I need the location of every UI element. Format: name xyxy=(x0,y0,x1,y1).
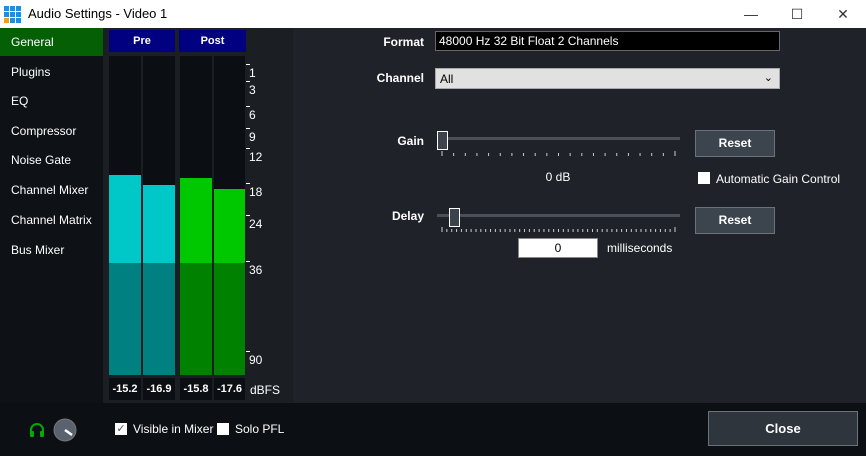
meter-fill-high xyxy=(180,178,212,263)
meter-fill-low xyxy=(214,263,245,375)
level-meter-bar xyxy=(180,56,212,375)
delay-unit: milliseconds xyxy=(607,241,673,255)
meter-fill-high xyxy=(214,188,245,263)
gain-label: Gain xyxy=(397,134,424,148)
meter-value: -16.9 xyxy=(143,378,175,400)
minimize-button[interactable]: — xyxy=(744,6,758,22)
pre-header: Pre xyxy=(109,30,175,52)
meter-fill-low xyxy=(109,263,141,375)
meter-unit: dBFS xyxy=(250,383,281,397)
meter-fill-low xyxy=(180,263,212,375)
delay-input[interactable]: 0 xyxy=(518,238,598,258)
sidebar-item-channel-matrix[interactable]: Channel Matrix xyxy=(11,213,92,227)
title-bar: Audio Settings - Video 1 — ☐ ✕ xyxy=(0,0,866,28)
scale-label: 90 xyxy=(245,351,263,367)
meter-fill-low xyxy=(143,263,175,375)
format-field: 48000 Hz 32 Bit Float 2 Channels xyxy=(435,31,780,51)
sidebar-item-compressor[interactable]: Compressor xyxy=(11,124,77,138)
agc-checkbox[interactable] xyxy=(698,172,710,184)
sidebar-item-channel-mixer[interactable]: Channel Mixer xyxy=(11,183,89,197)
maximize-button[interactable]: ☐ xyxy=(790,6,804,22)
chevron-down-icon: ⌄ xyxy=(763,72,773,84)
scale-label: 6 xyxy=(246,106,256,122)
meter-value: -15.2 xyxy=(109,378,141,400)
delay-label: Delay xyxy=(391,209,424,223)
solo-pfl-checkbox[interactable] xyxy=(217,423,229,435)
close-window-button[interactable]: ✕ xyxy=(837,6,849,22)
gain-ticks xyxy=(441,151,676,156)
window-title: Audio Settings - Video 1 xyxy=(28,6,168,21)
delay-ticks xyxy=(441,227,676,232)
sidebar-item-noise-gate[interactable]: Noise Gate xyxy=(11,153,72,167)
gain-slider[interactable] xyxy=(437,137,680,140)
close-button[interactable]: Close xyxy=(708,411,858,446)
level-meter-bar xyxy=(214,56,245,375)
meter-fill-high xyxy=(143,184,175,263)
scale-label: 24 xyxy=(245,215,263,231)
scale-label: 12 xyxy=(245,148,263,164)
solo-pfl-label: Solo PFL xyxy=(235,422,285,436)
sidebar: General Plugins EQ Compressor Noise Gate… xyxy=(0,28,103,403)
meter-fill-high xyxy=(109,174,141,263)
channel-dropdown[interactable]: All ⌄ xyxy=(435,68,780,89)
level-meter-bar xyxy=(143,56,175,375)
scale-label: 3 xyxy=(246,81,256,97)
volume-knob[interactable] xyxy=(53,418,77,442)
delay-reset-button[interactable]: Reset xyxy=(695,207,775,234)
agc-label: Automatic Gain Control xyxy=(716,172,841,186)
gain-value: 0 dB xyxy=(545,170,571,184)
sidebar-item-plugins[interactable]: Plugins xyxy=(11,65,51,79)
sidebar-item-eq[interactable]: EQ xyxy=(11,94,29,108)
app-logo-icon xyxy=(4,6,21,23)
sidebar-item-general[interactable]: General xyxy=(0,28,103,56)
post-header: Post xyxy=(179,30,246,52)
meter-value: -17.6 xyxy=(214,378,245,400)
visible-in-mixer-checkbox[interactable]: ✓ xyxy=(115,423,127,435)
delay-slider-thumb[interactable] xyxy=(448,208,460,227)
channel-label: Channel xyxy=(376,71,424,85)
visible-in-mixer-label: Visible in Mixer xyxy=(133,422,214,436)
gain-slider-thumb[interactable] xyxy=(437,131,448,150)
scale-label: 1 xyxy=(246,64,256,80)
channel-value: All xyxy=(440,72,454,86)
delay-slider[interactable] xyxy=(437,214,680,217)
scale-label: 18 xyxy=(245,183,263,199)
gain-reset-button[interactable]: Reset xyxy=(695,130,775,157)
sidebar-item-bus-mixer[interactable]: Bus Mixer xyxy=(11,243,65,257)
headphones-icon[interactable] xyxy=(29,423,45,437)
scale-label: 36 xyxy=(245,261,263,277)
scale-label: 9 xyxy=(246,128,256,144)
format-label: Format xyxy=(383,35,424,49)
level-meter-bar xyxy=(109,56,141,375)
meter-value: -15.8 xyxy=(180,378,212,400)
